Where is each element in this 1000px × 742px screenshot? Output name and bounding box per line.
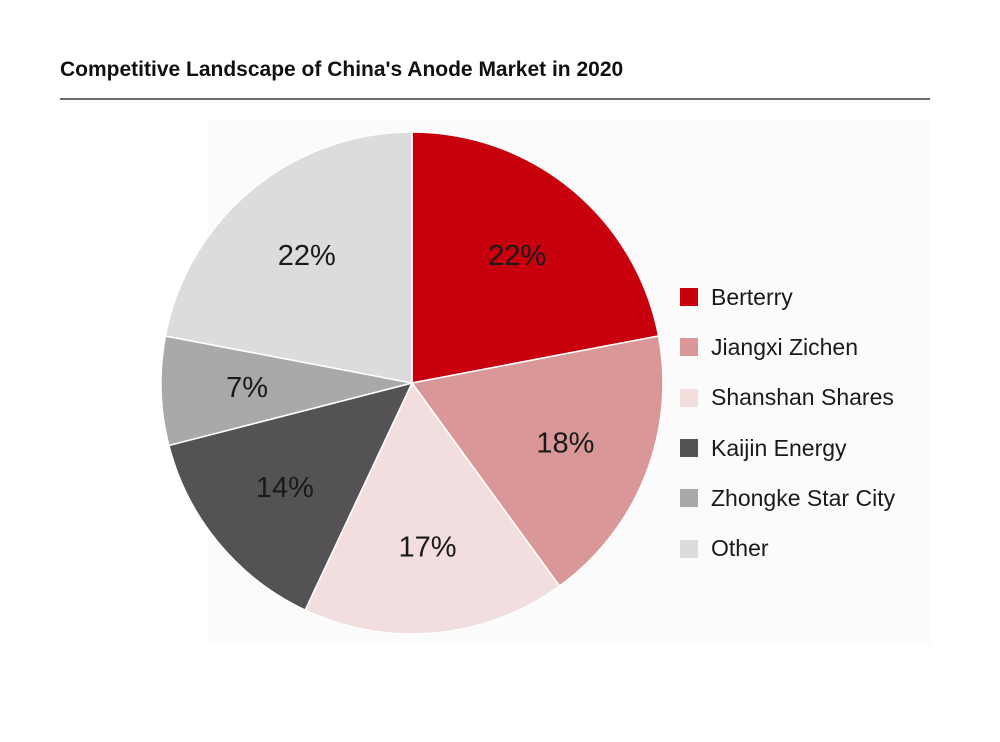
legend-item-zhongke-star-city: Zhongke Star City bbox=[680, 473, 895, 523]
legend-swatch bbox=[680, 288, 698, 307]
legend-swatch bbox=[680, 338, 698, 357]
slice-label-kaijin-energy: 14% bbox=[256, 472, 314, 504]
legend-swatch bbox=[680, 539, 698, 558]
legend-item-other: Other bbox=[680, 523, 895, 573]
pie-slice-shanshan-shares bbox=[304, 381, 561, 635]
legend-label: Zhongke Star City bbox=[711, 484, 896, 511]
legend-item-berterry: Berterry bbox=[680, 272, 895, 322]
legend-swatch bbox=[680, 489, 698, 508]
legend-label: Jiangxi Zichen bbox=[711, 333, 859, 360]
pie-slice-jiangxi-zichen bbox=[410, 335, 664, 588]
title-divider bbox=[60, 98, 930, 100]
chart-title: Competitive Landscape of China's Anode M… bbox=[60, 58, 624, 81]
slice-label-zhongke-star-city: 7% bbox=[226, 372, 268, 404]
legend-swatch bbox=[680, 388, 698, 407]
chart-legend: Berterry Jiangxi Zichen Shanshan Shares Kai… bbox=[680, 272, 895, 574]
legend-swatch bbox=[680, 439, 698, 458]
legend-label: Other bbox=[711, 535, 769, 562]
pie-slices bbox=[160, 131, 664, 635]
pie-labels: 22% 18% 17% 14% 7% 22% bbox=[226, 240, 594, 563]
slice-label-jiangxi-zichen: 18% bbox=[536, 428, 594, 460]
pie-slice-kaijin-energy bbox=[167, 381, 414, 612]
legend-item-jiangxi-zichen: Jiangxi Zichen bbox=[680, 322, 895, 372]
legend-item-kaijin-energy: Kaijin Energy bbox=[680, 423, 895, 473]
pie-slice-other bbox=[164, 131, 413, 384]
legend-label: Kaijin Energy bbox=[711, 434, 847, 461]
pie-slice-zhongke-star-city bbox=[160, 335, 413, 447]
slice-label-berterry: 22% bbox=[488, 240, 546, 272]
legend-label: Shanshan Shares bbox=[711, 384, 894, 411]
pie-slice-berterry bbox=[411, 131, 660, 384]
legend-label: Berterry bbox=[711, 283, 793, 310]
slice-label-other: 22% bbox=[278, 240, 336, 272]
legend-item-shanshan-shares: Shanshan Shares bbox=[680, 373, 895, 423]
slice-label-shanshan-shares: 17% bbox=[399, 531, 457, 563]
